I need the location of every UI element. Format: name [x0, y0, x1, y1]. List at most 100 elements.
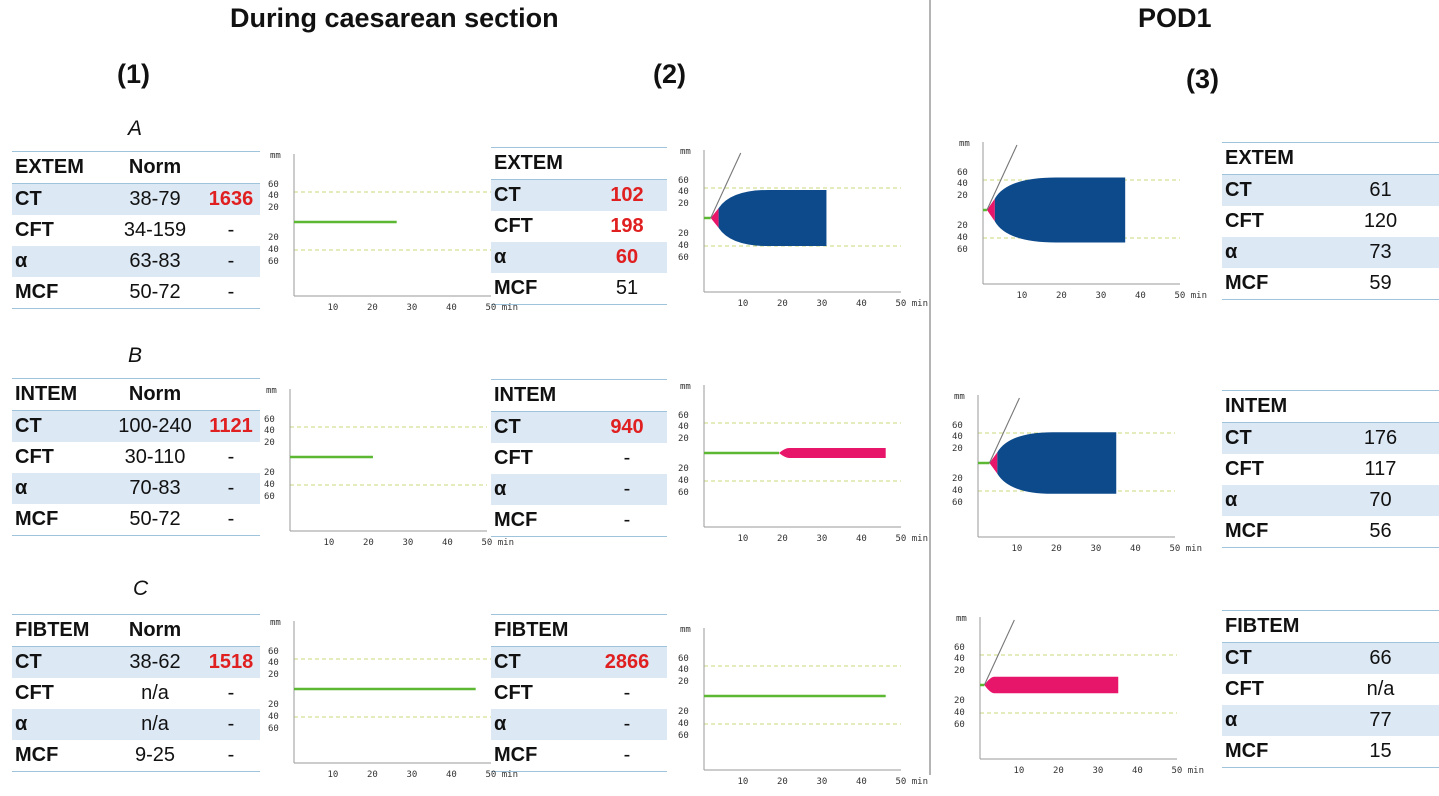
table-row: MCF 15 [1222, 736, 1439, 768]
param-label: α [491, 242, 587, 273]
param-label: CT [1222, 642, 1322, 674]
x-tick-label: 30 [403, 538, 414, 548]
header-spacer [587, 614, 667, 647]
param-label: α [12, 473, 108, 504]
y-tick-label: 20 [268, 700, 279, 710]
c2-intem-table: INTEM CT 940 CFT - α - MCF - [491, 379, 667, 537]
result-value: 73 [1322, 237, 1439, 268]
y-tick-label: 20 [952, 474, 963, 484]
table-row: CFT n/a [1222, 674, 1439, 705]
y-tick-label: 40 [678, 422, 689, 432]
y-tick-label: 60 [678, 731, 689, 741]
x-tick-label: 40 [856, 299, 867, 309]
y-axis-unit: mm [959, 139, 970, 149]
param-label: CT [12, 646, 108, 678]
result-value: - [202, 473, 260, 504]
table-row: CT 100-240 1121 [12, 410, 260, 442]
header-pod1: POD1 [1138, 3, 1212, 33]
y-tick-label: 40 [678, 187, 689, 197]
y-tick-label: 60 [264, 415, 275, 425]
x-tick-label: 50 min [482, 538, 515, 548]
result-value: - [227, 682, 235, 704]
y-tick-label: 40 [952, 486, 963, 496]
test-name: EXTEM [491, 147, 587, 180]
early-clot-wedge [710, 208, 719, 228]
header-spacer [1322, 610, 1439, 643]
param-label: CFT [494, 682, 533, 704]
norm-range: 70-83 [108, 473, 202, 504]
result-value: 1518 [202, 646, 260, 678]
alpha-tangent-line [983, 619, 1015, 686]
table-row: CFT n/a - [12, 678, 260, 709]
y-axis-unit: mm [680, 382, 691, 392]
result-value: 1636 [202, 183, 260, 215]
c1-intem-table: INTEM Norm CT 100-240 1121 CFT 30-110- α 70-83- M… [12, 378, 260, 536]
result-value: - [227, 219, 235, 241]
x-tick-label: 20 [367, 303, 378, 313]
param-label: α [491, 474, 587, 505]
y-tick-label: 40 [264, 426, 275, 436]
param-label: α [12, 246, 108, 277]
result-value: 102 [587, 179, 667, 211]
x-tick-label: 30 [817, 299, 828, 309]
y-tick-label: 60 [954, 643, 965, 653]
param-label: MCF [1222, 516, 1322, 548]
table-row: CT 61 [1222, 174, 1439, 206]
header-spacer [202, 151, 260, 184]
result-value: - [587, 709, 667, 740]
x-tick-label: 30 [817, 534, 828, 544]
result-value: 77 [1322, 705, 1439, 736]
y-axis-unit: mm [270, 618, 281, 628]
param-label: CFT [15, 446, 54, 468]
weak-clot-body [984, 676, 1119, 694]
y-tick-label: 20 [678, 677, 689, 687]
table-row: MCF 51 [491, 273, 667, 305]
table-row: MCF 9-25- [12, 740, 260, 772]
x-tick-label: 10 [328, 770, 339, 780]
param-label: CFT [494, 215, 533, 237]
result-value: 2866 [587, 646, 667, 678]
y-tick-label: 40 [678, 719, 689, 729]
x-tick-label: 20 [363, 538, 374, 548]
result-value: 120 [1363, 210, 1398, 232]
y-tick-label: 60 [268, 647, 279, 657]
x-tick-label: 30 [1093, 766, 1104, 776]
panel-label-c: C [133, 577, 149, 600]
param-label: MCF [1222, 736, 1322, 768]
norm-range: 100-240 [108, 410, 202, 442]
x-tick-label: 20 [1053, 766, 1064, 776]
weak-clot-body [779, 448, 886, 458]
table-row: MCF 50-72- [12, 277, 260, 309]
result-value: - [202, 504, 260, 536]
y-tick-label: 60 [678, 411, 689, 421]
norm-range: 34-159 [123, 219, 187, 241]
test-name: INTEM [491, 379, 587, 412]
result-value: n/a [1366, 678, 1395, 700]
y-tick-label: 40 [954, 708, 965, 718]
y-tick-label: 40 [957, 233, 968, 243]
table-row: α- [491, 474, 667, 505]
header-spacer [202, 378, 260, 411]
table-row: CT 38-79 1636 [12, 183, 260, 215]
param-label: CT [491, 646, 587, 678]
y-tick-label: 40 [957, 179, 968, 189]
y-tick-label: 20 [957, 221, 968, 231]
result-value: 61 [1322, 174, 1439, 206]
y-tick-label: 40 [264, 480, 275, 490]
norm-header: Norm [108, 614, 202, 647]
result-value: - [227, 446, 235, 468]
param-label: MCF [491, 740, 587, 772]
panel-label-b: B [128, 344, 143, 367]
norm-range: 9-25 [108, 740, 202, 772]
y-tick-label: 60 [268, 180, 279, 190]
x-tick-label: 50 min [896, 777, 929, 787]
y-axis-unit: mm [270, 151, 281, 161]
norm-range: 38-79 [108, 183, 202, 215]
result-value: 51 [587, 273, 667, 305]
param-label: α [1222, 705, 1322, 736]
x-tick-label: 50 min [1172, 766, 1205, 776]
